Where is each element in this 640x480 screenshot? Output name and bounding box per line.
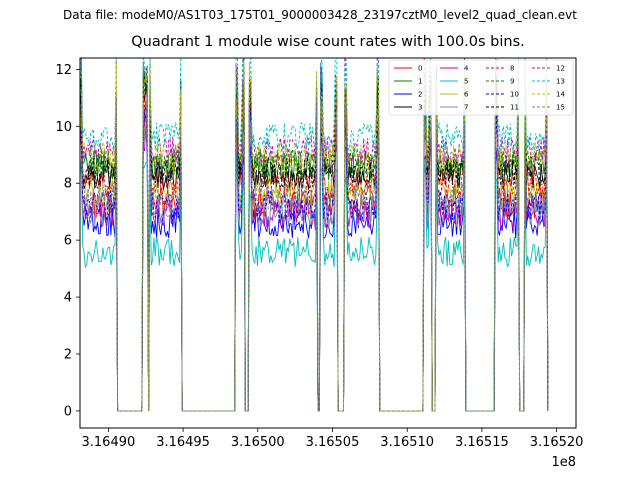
y-tick-label: 2: [64, 348, 72, 363]
x-tick-label: 3.16510: [380, 435, 434, 450]
y-tick-label: 10: [55, 120, 72, 135]
x-tick-label: 3.16515: [455, 435, 509, 450]
legend-label: 3: [418, 104, 422, 112]
series-line-15: [80, 85, 549, 412]
y-tick-label: 6: [64, 234, 72, 249]
series-line-11: [80, 67, 549, 412]
legend-label: 1: [418, 78, 422, 86]
legend-label: 2: [418, 91, 422, 99]
legend-label: 7: [464, 104, 468, 112]
legend-label: 10: [510, 91, 519, 99]
x-tick-label: 3.16505: [306, 435, 360, 450]
legend-label: 9: [510, 78, 514, 86]
y-axis: 0 2 4 6 8 10 12: [55, 63, 80, 419]
x-axis: 3.16490 3.16495 3.16500 3.16505 3.16510 3.165…: [82, 428, 584, 450]
legend-label: 8: [510, 65, 514, 73]
x-axis-offset-label: 1e8: [551, 455, 576, 470]
legend-label: 12: [556, 65, 565, 73]
chart-title: Quadrant 1 module wise count rates with …: [131, 34, 525, 50]
legend-label: 15: [556, 104, 565, 112]
y-tick-label: 0: [64, 404, 72, 419]
x-tick-label: 3.16520: [530, 435, 584, 450]
y-tick-label: 12: [55, 63, 72, 78]
chart-suptitle: Data file: modeM0/AS1T03_175T01_90000034…: [63, 8, 577, 22]
axes-frame: [79, 57, 577, 429]
legend-label: 5: [464, 78, 468, 86]
legend-label: 4: [464, 65, 469, 73]
series-layer: [80, 58, 549, 412]
x-tick-label: 3.16490: [82, 435, 136, 450]
series-line-9: [80, 61, 549, 412]
y-tick-label: 4: [64, 291, 72, 306]
legend-box: [388, 59, 574, 116]
x-tick-label: 3.16495: [156, 435, 210, 450]
legend-label: 11: [510, 104, 519, 112]
series-line-13: [80, 58, 549, 412]
legend-label: 0: [418, 65, 422, 73]
legend-label: 13: [556, 78, 565, 86]
y-tick-label: 8: [64, 177, 72, 192]
x-tick-label: 3.16500: [231, 435, 285, 450]
legend-label: 14: [556, 91, 565, 99]
legend-label: 6: [464, 91, 469, 99]
